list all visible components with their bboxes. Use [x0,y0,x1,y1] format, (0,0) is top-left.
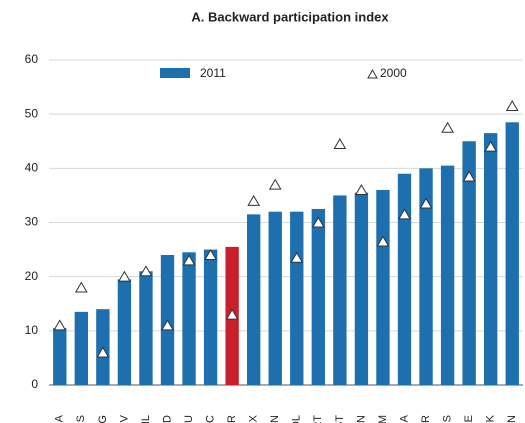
marker-triangle [53,319,67,331]
chart-title: A. Backward participation index [191,9,389,24]
y-tick-label: 0 [31,377,38,391]
x-tick-label: CZE [463,415,475,423]
x-tick-label: HUN [506,415,518,423]
y-tick-label: 10 [25,323,39,337]
marker-triangle [462,170,476,182]
marker-triangle [355,184,368,195]
bar [376,190,390,385]
marker-triangle [74,281,88,293]
marker-triangle [398,208,411,220]
bar [203,249,218,385]
bar [311,208,325,385]
legend-swatch [160,68,190,78]
marker-triangle [161,319,174,331]
x-tick-label: MEX [248,414,260,423]
bar [333,195,347,385]
legend-label: 2011 [200,66,226,80]
x-tick-label: CHN [269,415,281,423]
x-tick-label: EST [334,415,346,423]
y-tick-label: 30 [25,215,39,229]
x-tick-label: ROU [183,415,195,423]
legend-label: 2000 [380,66,407,80]
bar [117,279,132,385]
marker-triangle [204,249,217,260]
x-tick-label: BRA [54,414,66,423]
x-tick-label: RUS [75,415,87,423]
bar [505,122,519,386]
y-tick-label: 20 [25,269,39,283]
marker-triangle [225,308,239,320]
bar [419,168,433,385]
marker-triangle [419,197,433,209]
x-tick-label: MYS [441,415,453,423]
bar [290,211,304,385]
marker-triangle [290,251,304,263]
bar [462,141,476,385]
bar [354,192,369,385]
marker-triangle [376,235,390,247]
x-tick-label: PRT [312,415,324,423]
marker-triangle [139,265,153,277]
x-tick-label: IND [161,415,173,423]
y-tick-label: 40 [25,161,39,175]
bar [440,165,455,385]
x-tick-label: ARG [97,415,109,423]
marker-triangle [441,121,454,133]
bar [397,173,412,385]
x-tick-label: THA [398,414,410,423]
x-tick-label: GRC [204,415,216,423]
marker-triangle [96,346,110,358]
bar [139,271,153,385]
x-tick-label: VNM [377,415,389,423]
x-tick-label: BGR [420,415,432,423]
bar [182,252,196,385]
legend-marker [367,68,378,79]
marker-triangle [118,270,131,282]
x-tick-label: SVN [355,415,367,423]
bar [484,133,498,385]
marker-triangle [268,178,282,190]
marker-triangle [311,216,325,228]
x-tick-label: HRV [118,414,130,423]
marker-triangle [333,137,347,149]
x-tick-label: POL [291,415,303,423]
marker-triangle [505,100,519,112]
bar [247,214,261,385]
bar [74,311,88,385]
x-tick-label: SVK [485,414,497,423]
y-tick-label: 50 [25,106,39,120]
marker-triangle [182,254,196,266]
marker-triangle [247,194,261,206]
bar [268,211,282,385]
marker-triangle [484,140,498,152]
bar [53,328,67,385]
y-tick-label: 60 [25,52,39,66]
x-tick-label: CHL [140,415,152,423]
x-tick-label: TUR [226,415,238,423]
